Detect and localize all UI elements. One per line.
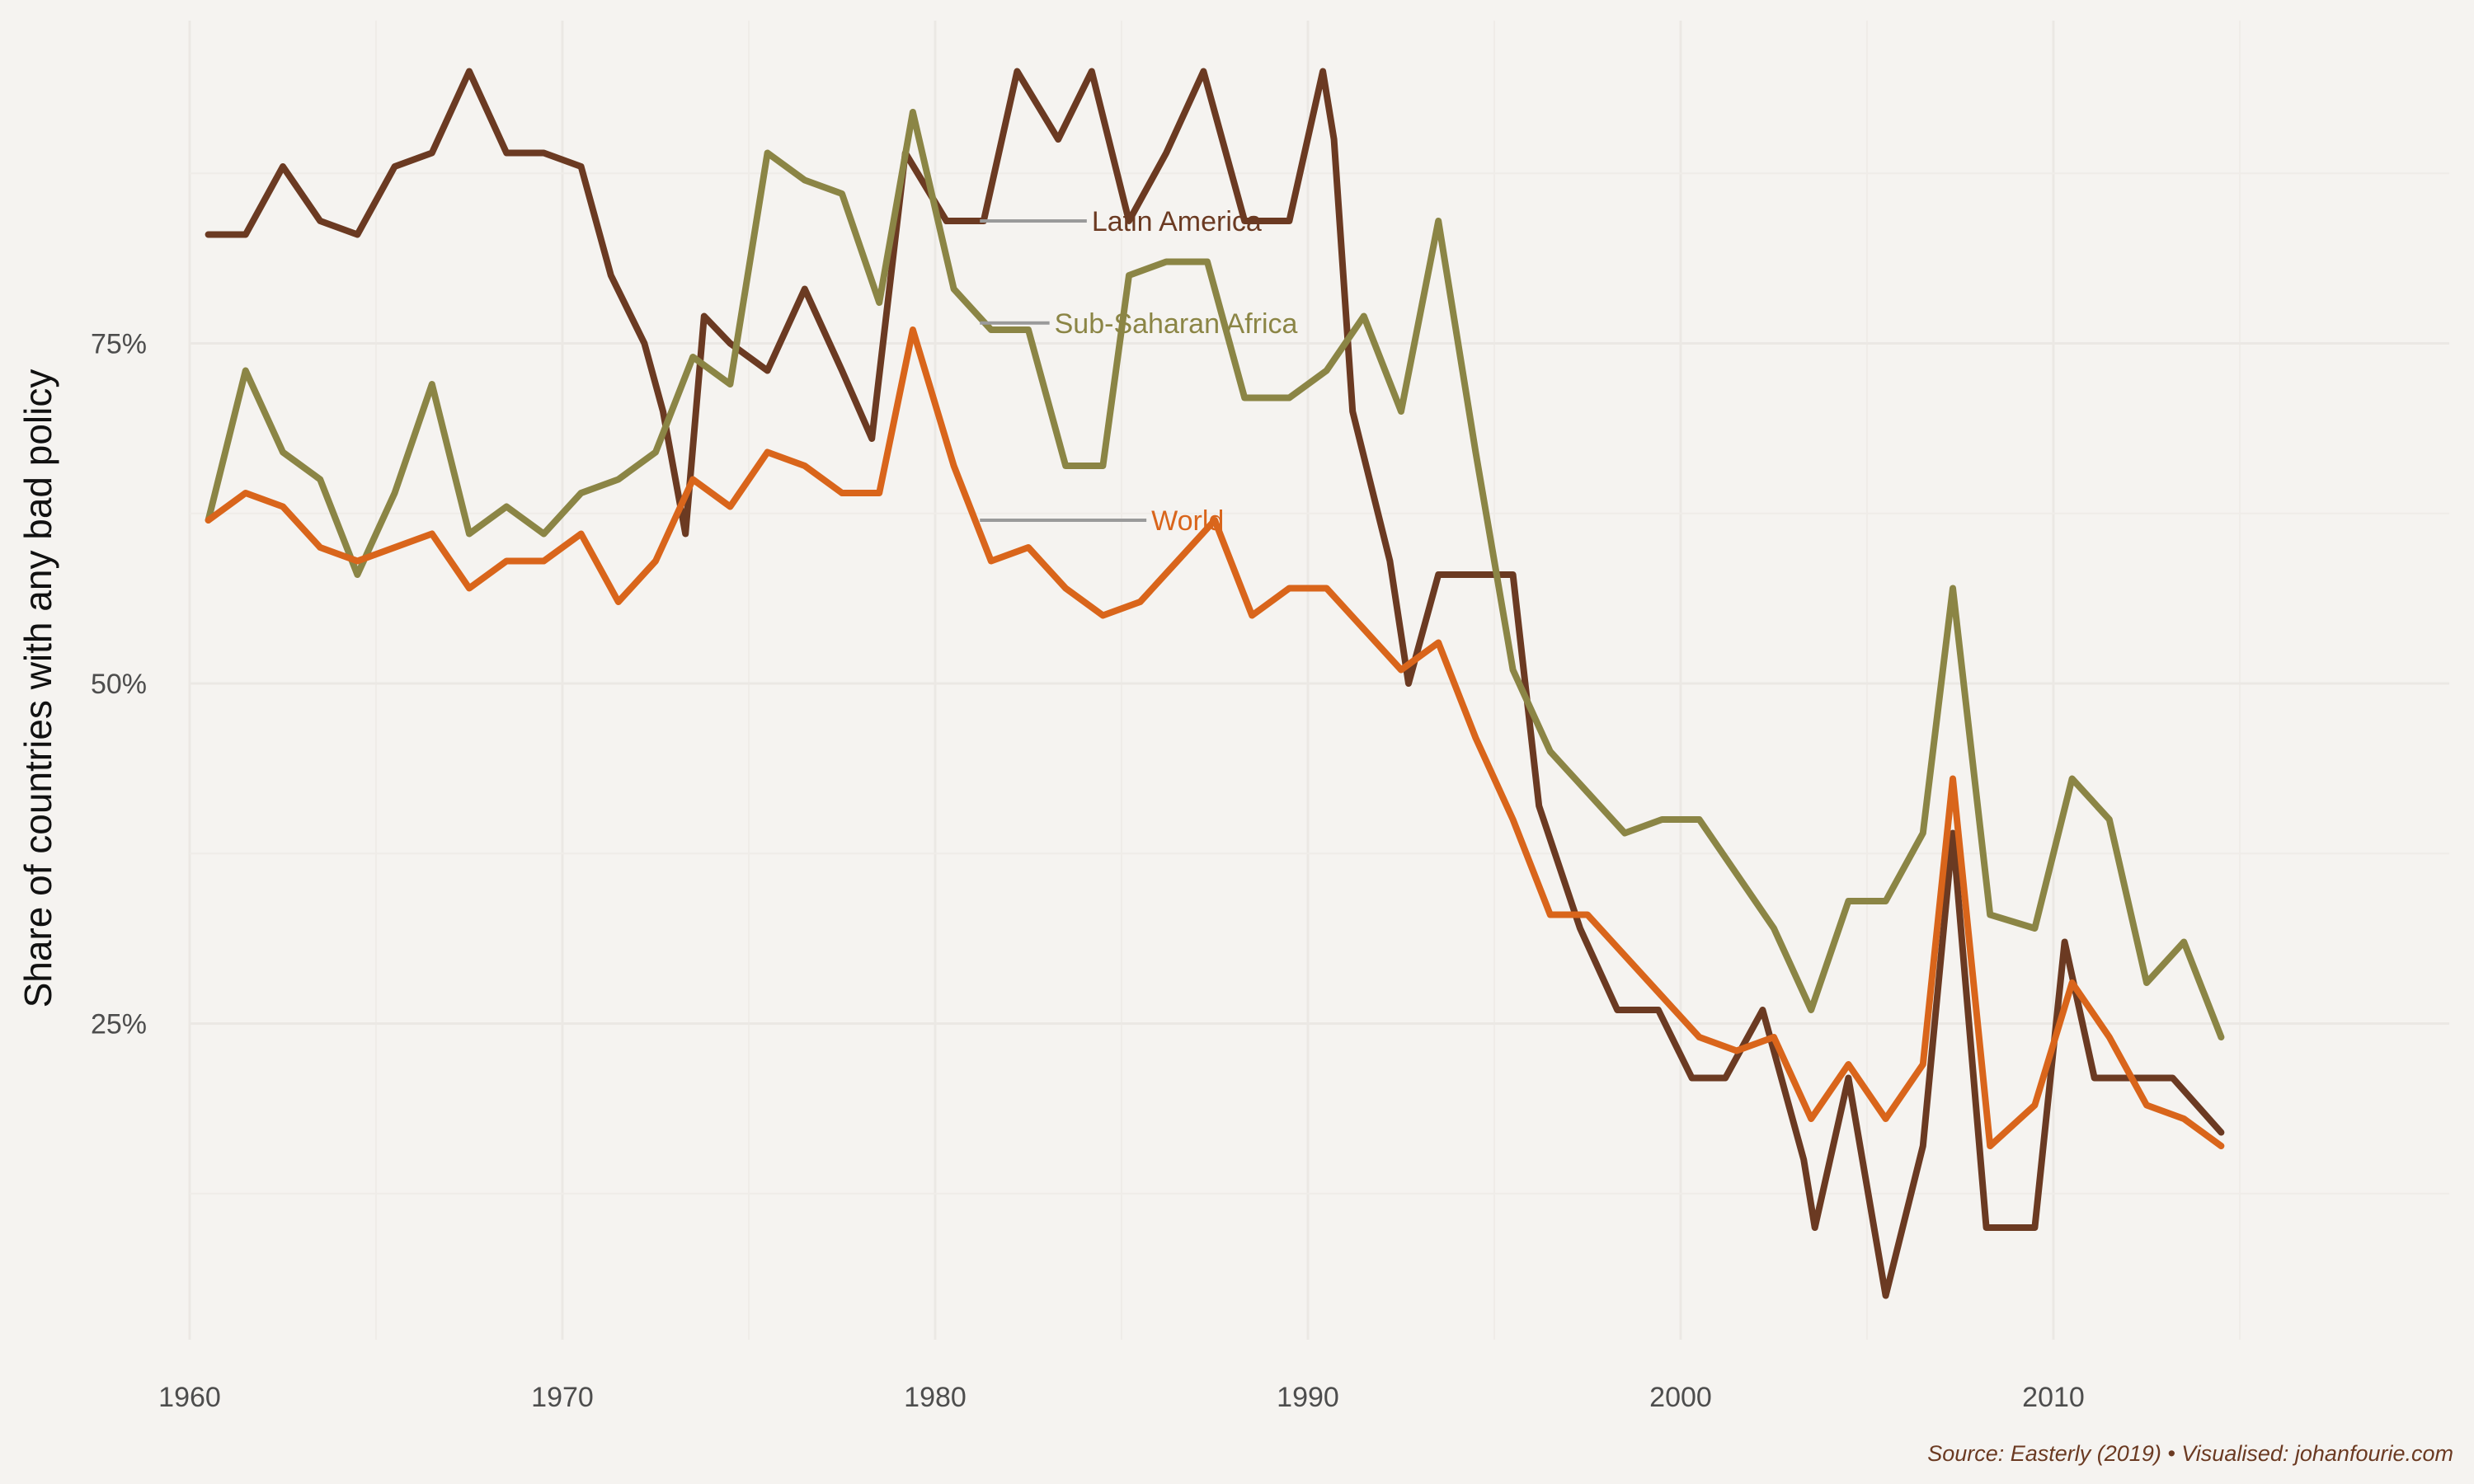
x-axis-ticks: 1960 1970 1980 1990 2000 2010: [158, 1382, 2085, 1413]
source-caption: Source: Easterly (2019) • Visualised: jo…: [1927, 1441, 2453, 1466]
y-tick-label: 75%: [91, 329, 147, 360]
x-tick-label: 1960: [158, 1382, 221, 1413]
gridlines: [188, 21, 2449, 1340]
series-label-sub-saharan-africa: Sub-Saharan Africa: [1055, 308, 1298, 340]
x-tick-label: 2000: [1649, 1382, 1712, 1413]
series-labels: Latin America Sub-Saharan Africa World: [980, 206, 1298, 537]
x-tick-label: 2010: [2022, 1382, 2085, 1413]
series-line-sub-saharan-africa: [205, 109, 2225, 1040]
series-line-latin-america: [205, 68, 2225, 1299]
series-label-latin-america: Latin America: [1092, 206, 1262, 237]
y-axis-ticks: 25% 50% 75%: [91, 329, 147, 1040]
y-axis-title: Share of countries with any bad policy: [16, 369, 59, 1008]
x-tick-label: 1970: [531, 1382, 594, 1413]
x-tick-label: 1980: [904, 1382, 967, 1413]
y-tick-label: 50%: [91, 669, 147, 700]
y-tick-label: 25%: [91, 1009, 147, 1040]
x-tick-label: 1990: [1277, 1382, 1339, 1413]
series-label-world: World: [1151, 505, 1224, 537]
series-lines: [205, 68, 2225, 1299]
series-line-world: [205, 326, 2225, 1149]
